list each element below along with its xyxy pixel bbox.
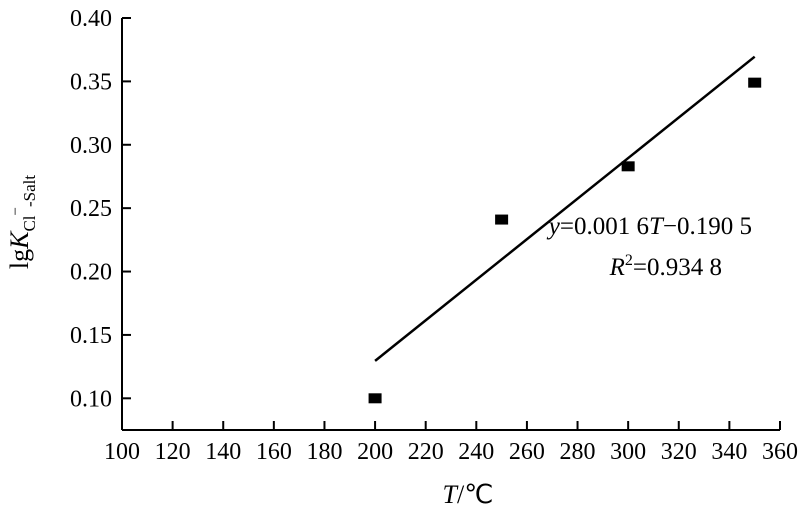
- y-tick-label: 0.25: [70, 196, 112, 222]
- r2-value: =0.934 8: [633, 254, 722, 281]
- axes: [121, 18, 780, 431]
- y-axis-label: lgKCl−-Salt: [5, 175, 39, 269]
- y-tick-label: 0.35: [70, 69, 112, 95]
- x-tick-label: 200: [357, 439, 393, 465]
- data-point: [495, 214, 509, 225]
- x-tick-label: 100: [104, 439, 140, 465]
- y-tick-label: 0.40: [70, 6, 112, 32]
- eq-slope: =0.001 6: [560, 213, 649, 240]
- r-squared: R2=0.934 8: [609, 252, 722, 281]
- x-tick-label: 160: [256, 439, 292, 465]
- x-tick-label: 140: [205, 439, 241, 465]
- x-tick-label: 300: [610, 439, 646, 465]
- data-points: [368, 77, 762, 404]
- x-label-var: T: [443, 480, 459, 509]
- eq-y: y: [546, 213, 561, 240]
- x-tick-label: 220: [408, 439, 444, 465]
- x-ticks: 100 120 140 160 180 200 220 240 260 280 300 320 340 3…: [104, 421, 798, 465]
- fit-line-group: [374, 55, 756, 362]
- x-tick-label: 280: [560, 439, 596, 465]
- y-label-sub: Cl: [20, 215, 39, 231]
- y-label-prefix: lg: [5, 249, 34, 269]
- x-tick-label: 240: [458, 439, 494, 465]
- y-label-var: K: [5, 230, 34, 250]
- data-point: [368, 393, 382, 404]
- x-tick-label: 120: [155, 439, 191, 465]
- data-point: [748, 77, 762, 88]
- x-tick-label: 320: [661, 439, 697, 465]
- fit-line: [374, 55, 756, 362]
- r2-R: R: [609, 254, 625, 281]
- x-tick-label: 260: [509, 439, 545, 465]
- x-tick-label: 340: [711, 439, 747, 465]
- y-label-sup: −: [8, 207, 24, 215]
- fit-equation: y=0.001 6T−0.190 5: [546, 213, 752, 240]
- x-tick-label: 180: [306, 439, 342, 465]
- x-label-unit: /℃: [457, 480, 493, 509]
- eq-intercept: −0.190 5: [663, 213, 752, 240]
- y-tick-label: 0.30: [70, 133, 112, 159]
- y-tick-label: 0.20: [70, 260, 112, 286]
- y-tick-label: 0.10: [70, 386, 112, 412]
- y-tick-label: 0.15: [70, 323, 112, 349]
- y-ticks: 0.10 0.15 0.20 0.25 0.30 0.35 0.40: [70, 6, 131, 412]
- eq-T: T: [649, 213, 665, 240]
- y-label-sub2: -Salt: [20, 175, 39, 207]
- x-axis-label: T/℃: [443, 480, 494, 509]
- r2-sup: 2: [625, 252, 633, 269]
- x-tick-label: 360: [762, 439, 798, 465]
- data-point: [621, 161, 635, 172]
